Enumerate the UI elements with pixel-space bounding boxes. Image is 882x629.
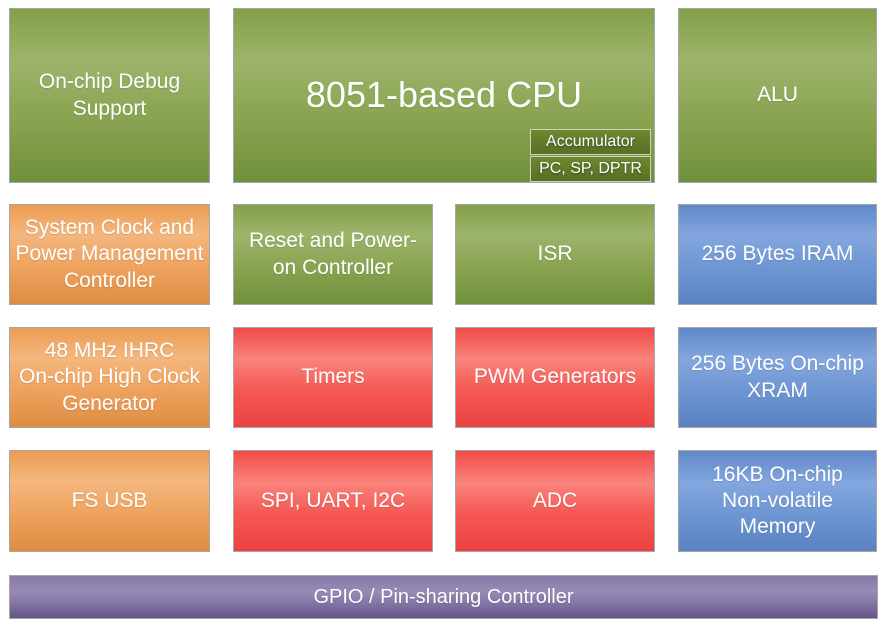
- block-8051-cpu: 8051-based CPU Accumulator PC, SP, DPTR: [233, 8, 655, 183]
- block-label-iram: 256 Bytes IRAM: [701, 242, 854, 266]
- block-adc: ADC: [455, 450, 655, 552]
- cpu-register-stack: Accumulator PC, SP, DPTR: [530, 129, 651, 182]
- block-ihrc-clock-generator: 48 MHz IHRC On-chip High Clock Generator: [9, 327, 210, 428]
- block-system-clock-power-management: System Clock and Power Management Contro…: [9, 204, 210, 305]
- block-label-xram: 256 Bytes On-chip XRAM: [691, 352, 864, 402]
- block-label-ihrc: 48 MHz IHRC On-chip High Clock Generator: [19, 339, 200, 415]
- block-alu: ALU: [678, 8, 877, 183]
- cpu-title: 8051-based CPU: [305, 74, 583, 116]
- block-spi-uart-i2c: SPI, UART, I2C: [233, 450, 433, 552]
- block-gpio-pin-sharing-controller: GPIO / Pin-sharing Controller: [9, 575, 878, 619]
- accumulator-box: Accumulator: [530, 129, 651, 155]
- block-fs-usb: FS USB: [9, 450, 210, 552]
- block-label-nvm: 16KB On-chip Non-volatile Memory: [712, 462, 843, 539]
- block-iram: 256 Bytes IRAM: [678, 204, 877, 305]
- block-label-sysclock: System Clock and Power Management Contro…: [15, 216, 204, 292]
- block-label-pwm: PWM Generators: [473, 365, 637, 389]
- block-xram: 256 Bytes On-chip XRAM: [678, 327, 877, 428]
- block-pwm-generators: PWM Generators: [455, 327, 655, 428]
- block-on-chip-debug-support: On-chip Debug Support: [9, 8, 210, 183]
- block-label-adc: ADC: [532, 488, 578, 512]
- block-isr: ISR: [455, 204, 655, 305]
- block-timers: Timers: [233, 327, 433, 428]
- block-reset-power-on-controller: Reset and Power- on Controller: [233, 204, 433, 305]
- registers-box: PC, SP, DPTR: [530, 156, 651, 182]
- block-label-debug: On-chip Debug Support: [38, 70, 181, 120]
- block-label-reset: Reset and Power- on Controller: [248, 229, 418, 279]
- accumulator-label: Accumulator: [546, 133, 635, 150]
- block-label-spi: SPI, UART, I2C: [260, 488, 406, 512]
- block-label-usb: FS USB: [71, 488, 148, 512]
- block-nonvolatile-memory: 16KB On-chip Non-volatile Memory: [678, 450, 877, 552]
- block-label-gpio: GPIO / Pin-sharing Controller: [313, 585, 574, 608]
- block-label-alu: ALU: [757, 83, 798, 107]
- block-label-isr: ISR: [537, 242, 573, 266]
- registers-label: PC, SP, DPTR: [539, 160, 642, 177]
- block-label-timers: Timers: [301, 365, 365, 389]
